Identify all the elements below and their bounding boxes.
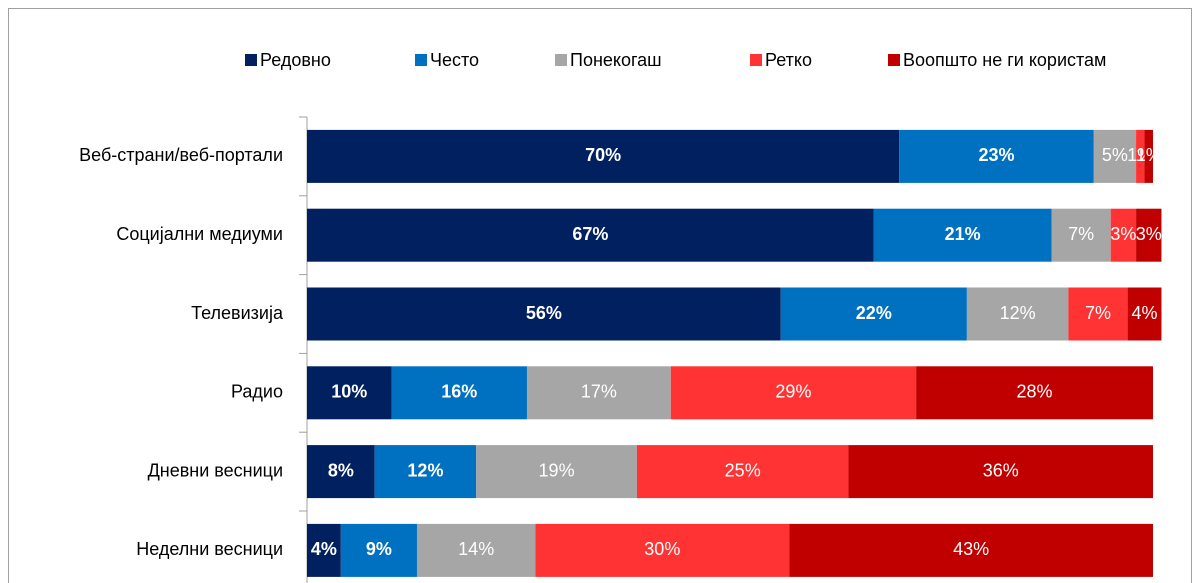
data-label: 7%	[1085, 303, 1111, 323]
legend-swatch	[750, 54, 762, 66]
bar-segment	[307, 366, 392, 420]
y-tick-label: Радио	[231, 382, 283, 402]
data-label: 22%	[856, 303, 892, 323]
data-label: 3%	[1136, 224, 1162, 244]
data-label: 12%	[1000, 303, 1036, 323]
bar-segment	[670, 366, 917, 420]
bar-segment	[307, 129, 900, 183]
data-label: 3%	[1110, 224, 1136, 244]
data-label: 43%	[953, 539, 989, 559]
data-label: 29%	[775, 382, 811, 402]
bar-segment	[1110, 208, 1137, 262]
bar-segment	[391, 366, 527, 420]
bar-segment	[1093, 129, 1137, 183]
data-label: 4%	[1132, 303, 1158, 323]
data-label: 14%	[458, 539, 494, 559]
bar-segment	[848, 445, 1153, 499]
data-label: 23%	[978, 145, 1014, 165]
data-label: 30%	[644, 539, 680, 559]
legend-swatch	[555, 54, 567, 66]
data-label: 19%	[539, 460, 575, 480]
data-label: 17%	[581, 382, 617, 402]
legend-label: Редовно	[260, 50, 331, 70]
data-label: 8%	[328, 460, 354, 480]
legend-swatch	[888, 54, 900, 66]
data-label: 25%	[725, 460, 761, 480]
legend-label: Понекогаш	[570, 50, 662, 70]
data-label: 16%	[441, 382, 477, 402]
bar-segment	[307, 523, 341, 577]
legend-swatch	[245, 54, 257, 66]
bar-segment	[374, 445, 477, 499]
y-tick-label: Телевизија	[191, 303, 284, 323]
bar-segment	[1136, 129, 1145, 183]
bar-segment	[1127, 287, 1162, 341]
bar-segment	[916, 366, 1153, 420]
data-label: 28%	[1017, 382, 1053, 402]
bar-segment	[636, 445, 849, 499]
data-label: 21%	[945, 224, 981, 244]
data-label: 56%	[526, 303, 562, 323]
bar-segment	[1051, 208, 1111, 262]
bar-segment	[873, 208, 1052, 262]
data-label: 7%	[1068, 224, 1094, 244]
bar-segment	[1068, 287, 1128, 341]
data-label: 1%	[1136, 145, 1162, 165]
bar-segment	[476, 445, 637, 499]
data-label: 9%	[366, 539, 392, 559]
y-tick-label: Веб-страни/веб-портали	[79, 145, 283, 165]
bar-segment	[340, 523, 417, 577]
legend-label: Ретко	[765, 50, 812, 70]
data-label: 10%	[331, 382, 367, 402]
bar-segment	[535, 523, 790, 577]
bar-segment	[1144, 129, 1153, 183]
bar-segment	[526, 366, 671, 420]
data-label: 70%	[585, 145, 621, 165]
y-tick-label: Дневни весници	[148, 460, 283, 480]
legend-swatch	[415, 54, 427, 66]
legend-label: Често	[430, 50, 479, 70]
bar-segment	[1136, 208, 1162, 262]
data-label: 67%	[572, 224, 608, 244]
bar-segment	[789, 523, 1153, 577]
data-label: 5%	[1102, 145, 1128, 165]
y-tick-label: Социјални медиуми	[116, 224, 283, 244]
bar-segment	[780, 287, 967, 341]
bar-segment	[416, 523, 536, 577]
data-label: 12%	[407, 460, 443, 480]
bar-segment	[966, 287, 1069, 341]
bar-segment	[899, 129, 1094, 183]
bar-segment	[307, 208, 874, 262]
data-label: 36%	[983, 460, 1019, 480]
data-label: 4%	[311, 539, 337, 559]
y-tick-label: Неделни весници	[136, 539, 283, 559]
legend-label: Воопшто не ги користам	[903, 50, 1106, 70]
bar-segment	[307, 445, 375, 499]
bar-segment	[307, 287, 781, 341]
